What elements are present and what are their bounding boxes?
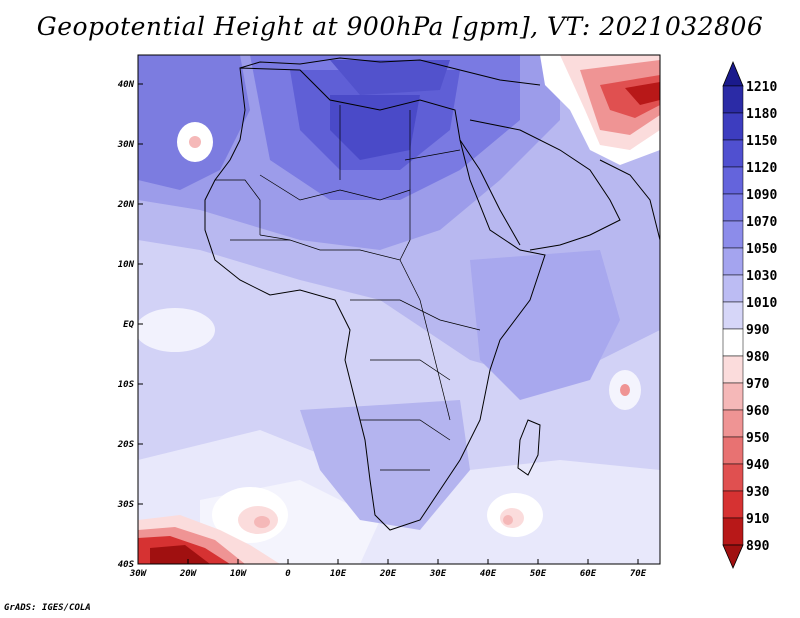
colorbar-swatch [722, 328, 744, 357]
y-tick-label: 10N [118, 260, 135, 270]
x-tick-label: 40E [480, 569, 497, 579]
colorbar-label: 1050 [746, 242, 777, 257]
y-tick-label: 20N [117, 200, 135, 210]
x-tick-5: 20E [379, 559, 397, 579]
colorbar-swatch [722, 436, 744, 465]
x-tick-label: 30W [129, 569, 148, 579]
y-tick-4: EQ [123, 320, 143, 330]
colorbar-swatch [722, 247, 744, 276]
x-tick-7: 40E [480, 559, 497, 579]
y-tick-label: 40S [118, 560, 135, 570]
colorbar-label: 960 [746, 404, 770, 419]
colorbar-top-arrow [722, 60, 744, 87]
colorbar-label: 940 [746, 458, 770, 473]
colorbar-swatch [722, 85, 744, 114]
colorbar-swatch [722, 409, 744, 438]
colorbar-swatch [722, 274, 744, 303]
x-axis: 30W 20W 10W 0 10E 20E 30E 40E 50E 60E 70… [129, 559, 647, 579]
y-tick-8: 40S [118, 560, 143, 570]
x-tick-8: 50E [530, 559, 547, 579]
colorbar-label: 1090 [746, 188, 777, 203]
y-tick-0: 40N [118, 80, 143, 90]
y-tick-1: 30N [117, 140, 143, 150]
x-tick-4: 10E [330, 559, 347, 579]
x-tick-10: 70E [630, 559, 647, 579]
y-tick-7: 30S [117, 500, 143, 510]
colorbar-label: 1180 [746, 107, 777, 122]
colorbar-swatch [722, 166, 744, 195]
coastlines [204, 57, 660, 531]
madagascar-outline [517, 419, 541, 476]
y-tick-2: 20N [117, 200, 143, 210]
colorbar-swatch [722, 463, 744, 492]
map-frame [137, 54, 661, 565]
y-tick-label: 30S [117, 500, 135, 510]
x-tick-2: 10W [230, 559, 248, 579]
colorbar-label: 1120 [746, 161, 777, 176]
x-tick-label: 30E [429, 569, 447, 579]
colorbar-swatch [722, 517, 744, 546]
x-tick-label: 60E [580, 569, 597, 579]
colorbar-bottom-arrow [722, 544, 744, 570]
colorbar-label: 980 [746, 350, 770, 365]
colorbar-swatch [722, 220, 744, 249]
mediterranean-coast [239, 57, 541, 86]
colorbar-label: 950 [746, 431, 770, 446]
colorbar-swatch [722, 139, 744, 168]
colorbar-label: 1210 [746, 80, 777, 95]
colorbar-label: 1010 [746, 296, 777, 311]
x-tick-9: 60E [580, 559, 597, 579]
colorbar-label: 910 [746, 512, 770, 527]
x-tick-label: 70E [630, 569, 647, 579]
colorbar-label: 890 [746, 539, 770, 554]
colorbar-label: 930 [746, 485, 770, 500]
page-title: Geopotential Height at 900hPa [gpm], VT:… [36, 12, 764, 41]
colorbar-swatch [722, 112, 744, 141]
colorbar-label: 1150 [746, 134, 777, 149]
height-field [138, 55, 660, 564]
colorbar-label: 990 [746, 323, 770, 338]
y-tick-6: 20S [117, 440, 143, 450]
colorbar-swatch [722, 355, 744, 384]
arabia-coast [459, 119, 621, 251]
india-coast [599, 159, 660, 241]
border-west [215, 179, 290, 241]
x-tick-1: 20W [179, 559, 198, 579]
y-tick-3: 10N [118, 260, 143, 270]
y-tick-label: 10S [118, 380, 135, 390]
border-sahel [259, 174, 411, 261]
border-east [399, 259, 451, 421]
y-tick-label: 40N [118, 80, 135, 90]
colorbar-swatch [722, 193, 744, 222]
x-tick-label: 50E [530, 569, 547, 579]
x-tick-label: 20W [179, 569, 198, 579]
x-tick-3: 0 [285, 559, 291, 579]
y-tick-label: EQ [123, 320, 134, 330]
y-axis: 40N 30N 20N 10N EQ 10S 20S 30S 40S [117, 80, 143, 570]
x-tick-label: 10W [230, 569, 248, 579]
grads-credit: GrADS: IGES/COLA [4, 603, 91, 613]
colorbar-swatch [722, 382, 744, 411]
x-tick-label: 0 [285, 569, 291, 579]
y-tick-label: 30N [117, 140, 135, 150]
y-tick-5: 10S [118, 380, 143, 390]
colorbar-legend: 1210 1180 1150 1120 1090 1070 1050 1030 … [722, 60, 777, 570]
colorbar-swatch [722, 301, 744, 330]
x-tick-label: 10E [330, 569, 347, 579]
border-north [339, 105, 461, 190]
x-tick-0: 30W [129, 559, 148, 579]
y-tick-label: 20S [117, 440, 135, 450]
colorbar-label: 970 [746, 377, 770, 392]
x-tick-6: 30E [429, 559, 447, 579]
colorbar-label: 1070 [746, 215, 777, 230]
border-south [350, 299, 481, 471]
colorbar-label: 1030 [746, 269, 777, 284]
x-tick-label: 20E [379, 569, 397, 579]
colorbar-swatch [722, 490, 744, 519]
